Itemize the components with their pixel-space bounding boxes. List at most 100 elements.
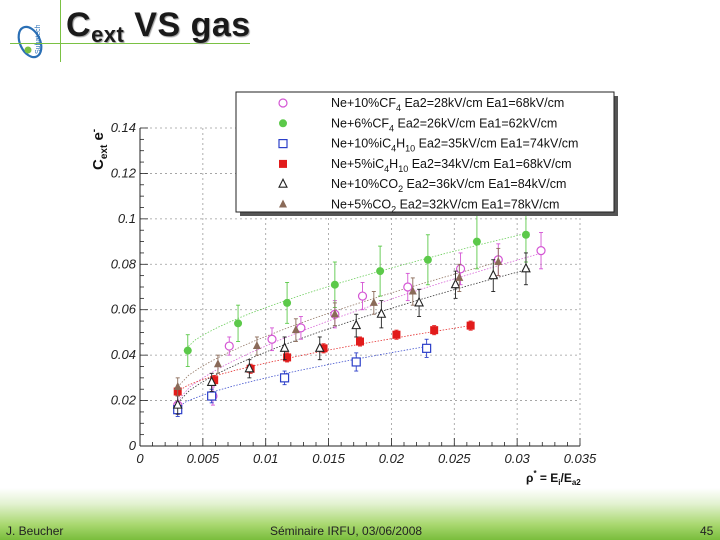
data-point <box>206 376 217 386</box>
legend-entry-part: 10 <box>398 164 408 174</box>
legend-entry-part: Ne+5%CO <box>331 198 391 212</box>
slide-title: Cext VS gas <box>66 6 251 47</box>
data-point <box>172 398 183 409</box>
legend-entry-part: 2 <box>391 205 396 215</box>
fit-curve <box>177 252 543 401</box>
data-point <box>472 237 481 246</box>
data-point <box>423 255 432 264</box>
tick-labels: 0 0.005 0.01 0.015 0.02 0.025 0.03 0.035 0 0.02 0.… <box>111 120 597 466</box>
x-tick-label: 0.005 <box>187 451 220 466</box>
data-point <box>455 272 464 281</box>
axes <box>139 127 581 447</box>
data-point <box>403 282 413 292</box>
data-point <box>207 391 217 401</box>
data-point <box>279 342 290 352</box>
data-point <box>213 359 222 368</box>
x-tick-label: 0.02 <box>379 451 405 466</box>
data-point <box>488 269 499 280</box>
data-point <box>183 346 192 355</box>
legend-marker <box>279 119 287 128</box>
data-point <box>369 297 378 306</box>
data-point <box>521 230 530 239</box>
y-axis-label-sup: - <box>89 129 100 132</box>
data-point <box>351 319 362 330</box>
data-point <box>330 280 339 289</box>
y-tick-label: 0.12 <box>111 165 137 180</box>
data-point <box>291 325 300 334</box>
data-point <box>356 337 364 346</box>
y-axis-label-sub: ext <box>99 144 110 159</box>
x-axis-label-mid: = E <box>537 471 559 485</box>
legend-entry-part: 4 <box>391 144 396 154</box>
y-tick-label: 0.04 <box>111 347 136 362</box>
y-tick-label: 0 <box>129 438 137 453</box>
x-tick-label: 0.035 <box>564 451 597 466</box>
legend-entry: Ne+10%CO2 Ea2=36kV/cm Ea1=84kV/cm <box>331 177 566 194</box>
x-tick-label: 0.03 <box>504 451 530 466</box>
data-point <box>455 264 466 274</box>
data-point <box>536 246 546 256</box>
title-vertical-rule <box>60 0 61 62</box>
footer-event: Séminaire IRFU, 03/06/2008 <box>270 524 423 538</box>
page-number: 45 <box>700 524 714 538</box>
legend-entry-part: Ea2=32kV/cm Ea1=78kV/cm <box>396 198 559 212</box>
data-point <box>357 291 368 301</box>
legend-entry-part: 4 <box>396 103 401 113</box>
legend-entry-part: Ea2=36kV/cm Ea1=84kV/cm <box>403 177 566 191</box>
legend-marker <box>278 98 288 108</box>
legend-entry-part: H <box>396 137 405 151</box>
data-point <box>494 257 503 266</box>
y-tick-label: 0.1 <box>118 211 136 226</box>
fit-curve <box>183 232 530 351</box>
legend-entry: Ne+5%iC4H10 Ea2=34kV/cm Ea1=68kV/cm <box>331 157 572 174</box>
x-tick-label: 0.025 <box>438 451 471 466</box>
data-points <box>172 207 546 417</box>
fit-curve <box>177 261 499 388</box>
data-point <box>414 296 424 307</box>
legend-entry-part: H <box>389 157 398 171</box>
y-tick-label: 0.06 <box>111 302 137 317</box>
data-point <box>376 308 387 318</box>
data-point <box>430 326 439 335</box>
title-horizontal-rule <box>10 43 250 44</box>
footer-author: J. Beucher <box>6 524 64 538</box>
fit-curves <box>177 232 543 408</box>
y-tick-label: 0.08 <box>111 256 137 271</box>
legend-marker <box>278 139 288 149</box>
x-axis-label-sub1: i <box>558 478 560 487</box>
legend-entry-part: Ne+5%iC <box>331 157 384 171</box>
legend-entry-part: Ea2=28kV/cm Ea1=68kV/cm <box>401 96 564 110</box>
data-point <box>330 309 339 318</box>
data-point <box>450 278 461 289</box>
fit-curve <box>177 268 530 404</box>
data-point <box>252 341 261 350</box>
fit-curve <box>177 345 430 408</box>
data-point <box>351 357 361 367</box>
legend-entry: Ne+5%CO2 Ea2=32kV/cm Ea1=78kV/cm <box>331 198 559 215</box>
data-point <box>267 334 277 344</box>
x-axis-label-sub2: a2 <box>572 478 581 487</box>
x-axis-label-sup: * <box>533 469 537 478</box>
legend-entry-part: 4 <box>384 164 389 174</box>
legend-box <box>235 91 615 213</box>
legend-entry: Ne+6%CF4 Ea2=26kV/cm Ea1=62kV/cm <box>331 116 557 133</box>
legend-entry-part: Ne+10%iC <box>331 137 391 151</box>
legend-marker <box>279 159 287 168</box>
y-axis-label-main: C <box>90 159 107 170</box>
x-tick-label: 0 <box>136 451 144 466</box>
x-axis-label: ρ* = Ei/Ea2 <box>526 469 581 487</box>
title-main: C <box>66 6 92 44</box>
subatech-logo: Subatech <box>17 24 43 59</box>
legend-entry-part: 4 <box>389 123 394 133</box>
x-axis-label-main: ρ <box>526 471 533 485</box>
data-point <box>314 342 325 352</box>
data-point <box>234 319 243 328</box>
data-point <box>392 330 401 339</box>
y-axis-label-rest: e <box>90 132 107 145</box>
legend: Ne+10%CF4 Ea2=28kV/cm Ea1=68kV/cmNe+6%CF… <box>235 91 618 216</box>
title-subscript: ext <box>91 22 125 47</box>
y-axis-label: Cext e- <box>89 129 110 170</box>
data-point <box>173 381 182 390</box>
data-point <box>376 267 385 276</box>
